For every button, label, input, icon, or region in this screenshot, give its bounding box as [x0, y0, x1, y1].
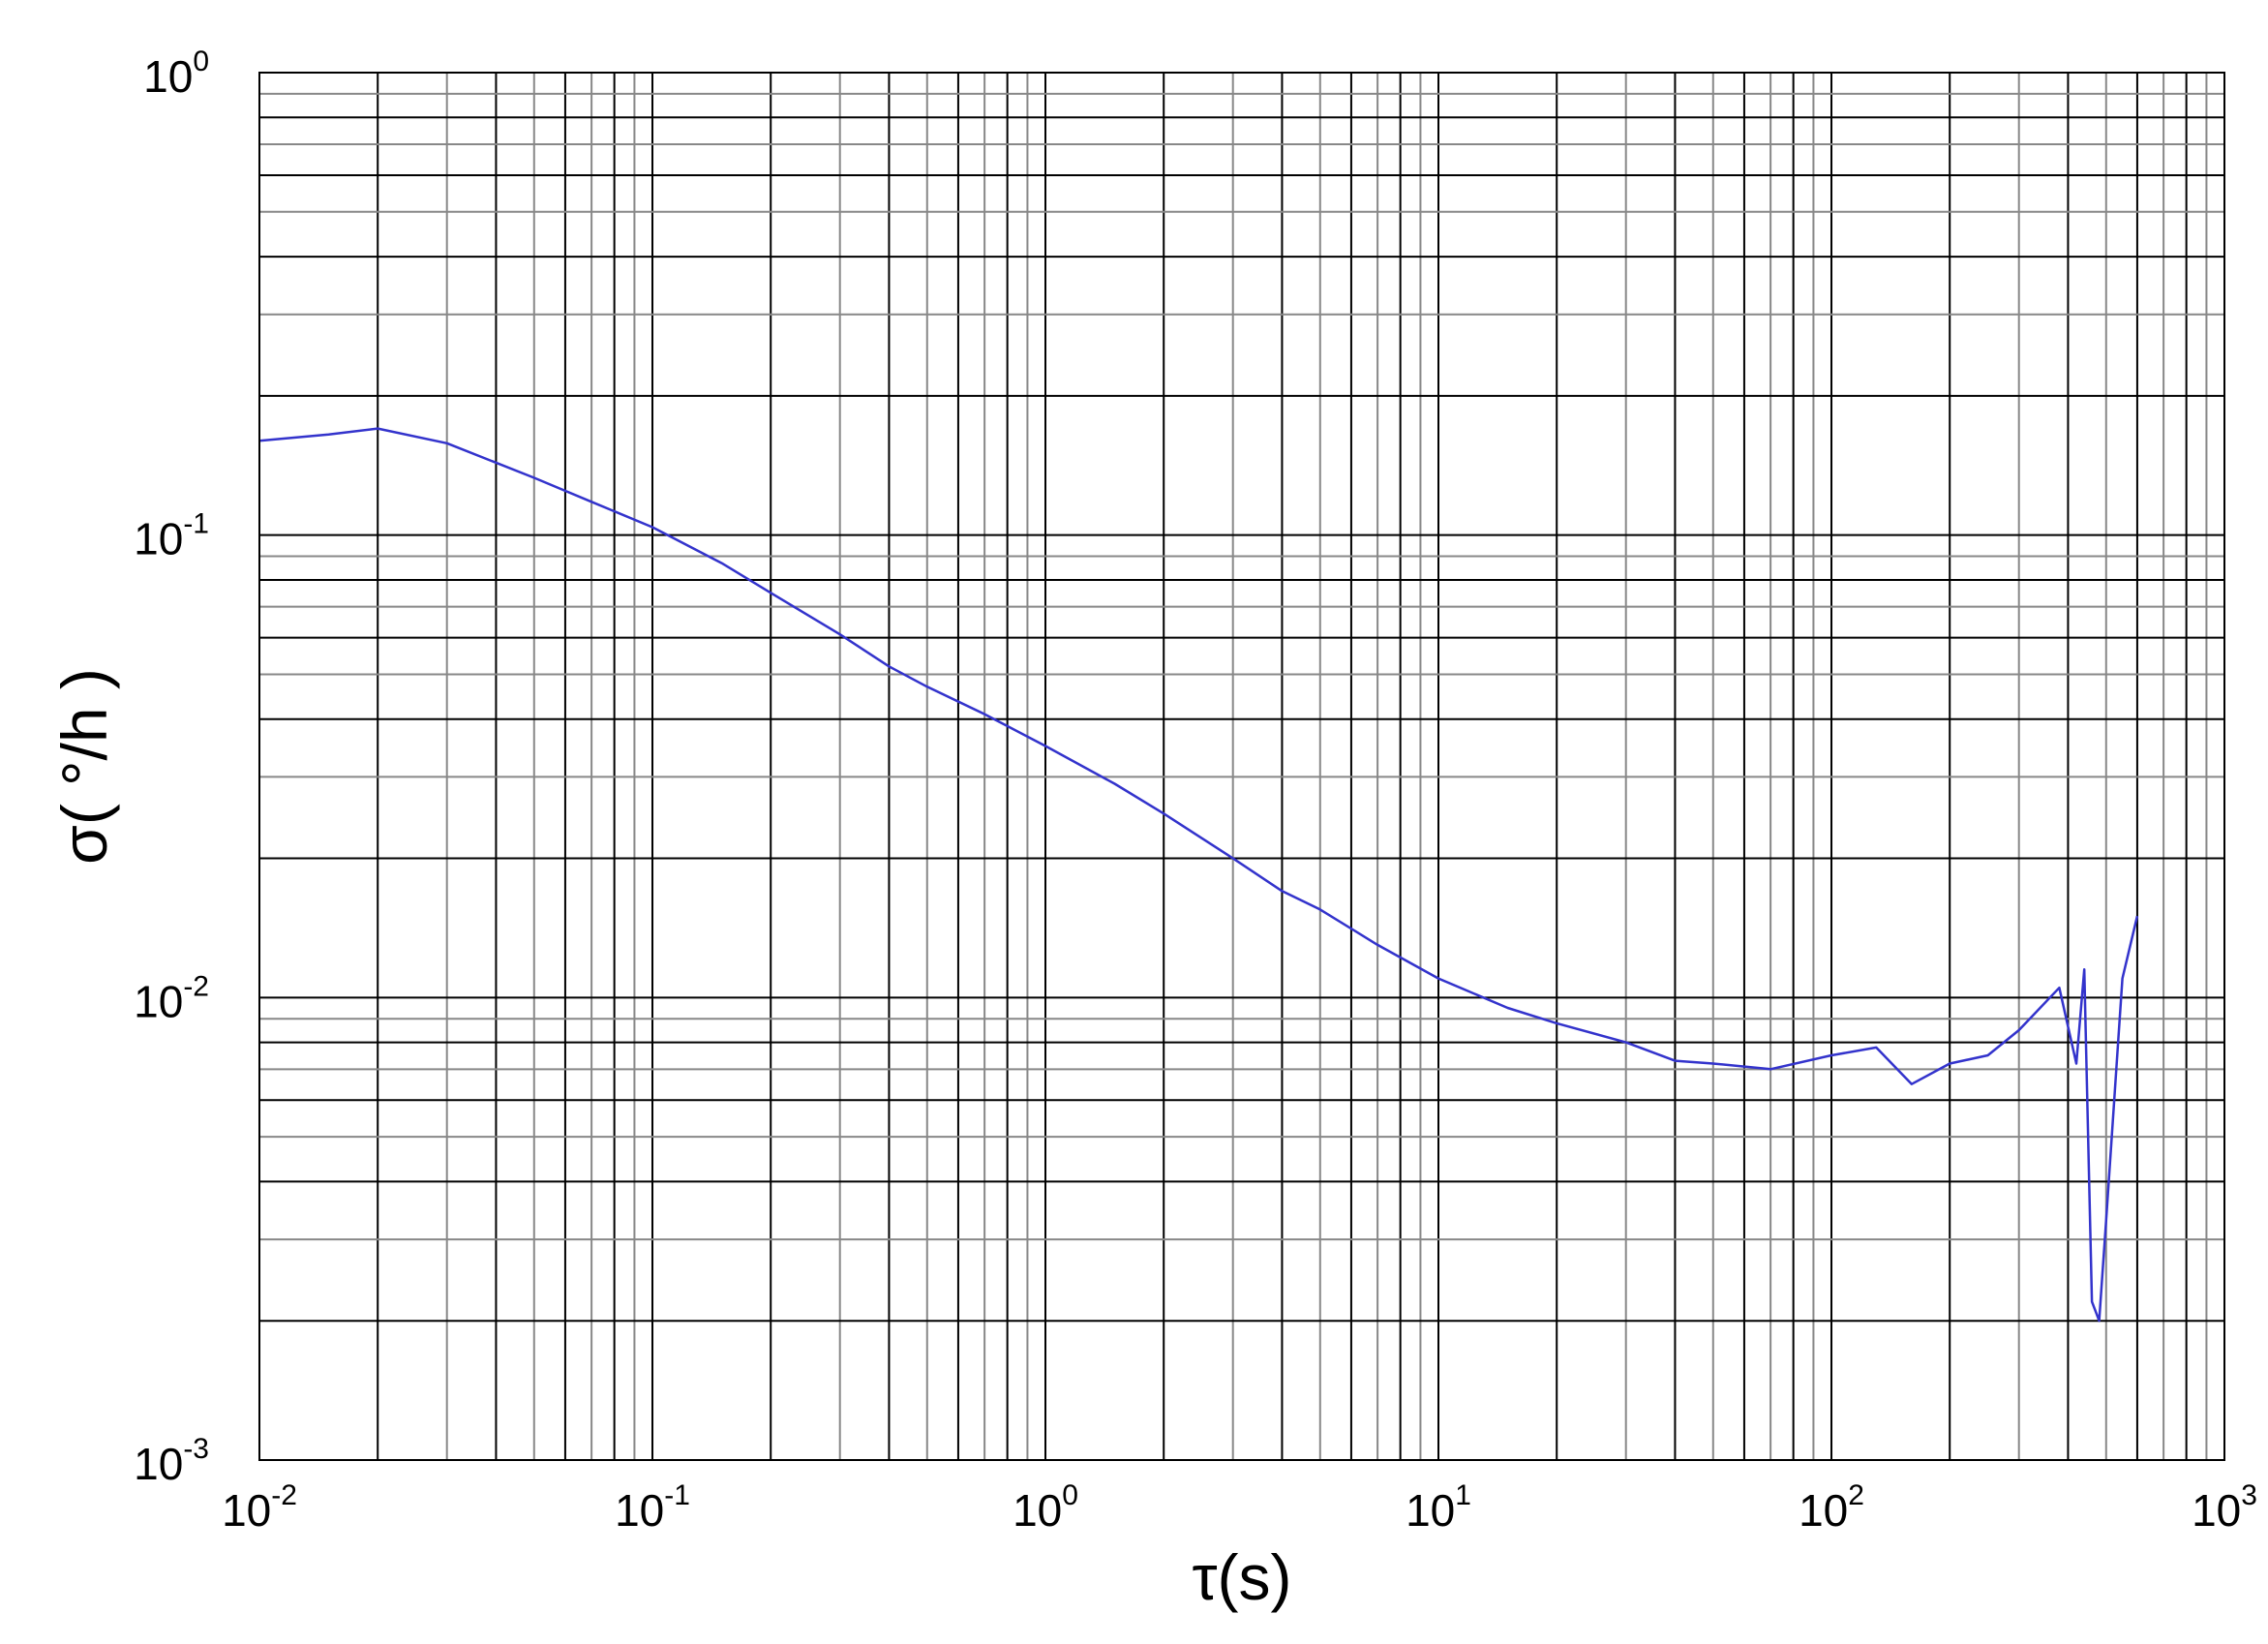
y-tick-exponent: -1 — [183, 508, 209, 540]
x-tick-base: 10 — [1406, 1485, 1455, 1536]
x-axis-label: τ(s) — [1192, 1541, 1291, 1613]
x-tick-exponent: -2 — [271, 1479, 297, 1511]
x-tick-exponent: 1 — [1455, 1479, 1471, 1511]
y-axis-label: σ( °/h ) — [48, 668, 120, 865]
grid-lines — [258, 73, 2224, 1461]
y-tick-exponent: -3 — [183, 1433, 209, 1465]
x-tick-label: 10-2 — [222, 1479, 297, 1536]
y-tick-label: 10-3 — [134, 1433, 209, 1489]
x-tick-base: 10 — [615, 1485, 664, 1536]
y-tick-base: 10 — [134, 976, 183, 1026]
plot-area-frame — [258, 72, 2225, 1461]
x-tick-exponent: 2 — [1848, 1479, 1864, 1511]
x-tick-base: 10 — [1799, 1485, 1848, 1536]
x-tick-exponent: 0 — [1062, 1479, 1078, 1511]
x-tick-label: 10-1 — [615, 1479, 690, 1536]
x-tick-base: 10 — [1013, 1485, 1062, 1536]
x-tick-labels: 10-2 10-1 100 101 102 103 — [222, 1479, 2257, 1536]
x-tick-base: 10 — [2192, 1485, 2241, 1536]
x-tick-label: 100 — [1013, 1479, 1078, 1536]
y-tick-base: 10 — [134, 514, 183, 564]
x-tick-base: 10 — [222, 1485, 271, 1536]
y-tick-base: 10 — [134, 1439, 183, 1489]
y-tick-exponent: 0 — [193, 46, 209, 77]
y-tick-label: 10-2 — [134, 970, 209, 1026]
x-tick-label: 101 — [1406, 1479, 1471, 1536]
y-tick-label: 100 — [143, 46, 209, 102]
y-tick-base: 10 — [143, 51, 193, 102]
y-tick-exponent: -2 — [183, 970, 209, 1002]
x-tick-label: 103 — [2192, 1479, 2257, 1536]
x-tick-exponent: -1 — [664, 1479, 690, 1511]
x-tick-exponent: 3 — [2241, 1479, 2257, 1511]
y-tick-label: 10-1 — [134, 508, 209, 564]
x-tick-label: 102 — [1799, 1479, 1864, 1536]
